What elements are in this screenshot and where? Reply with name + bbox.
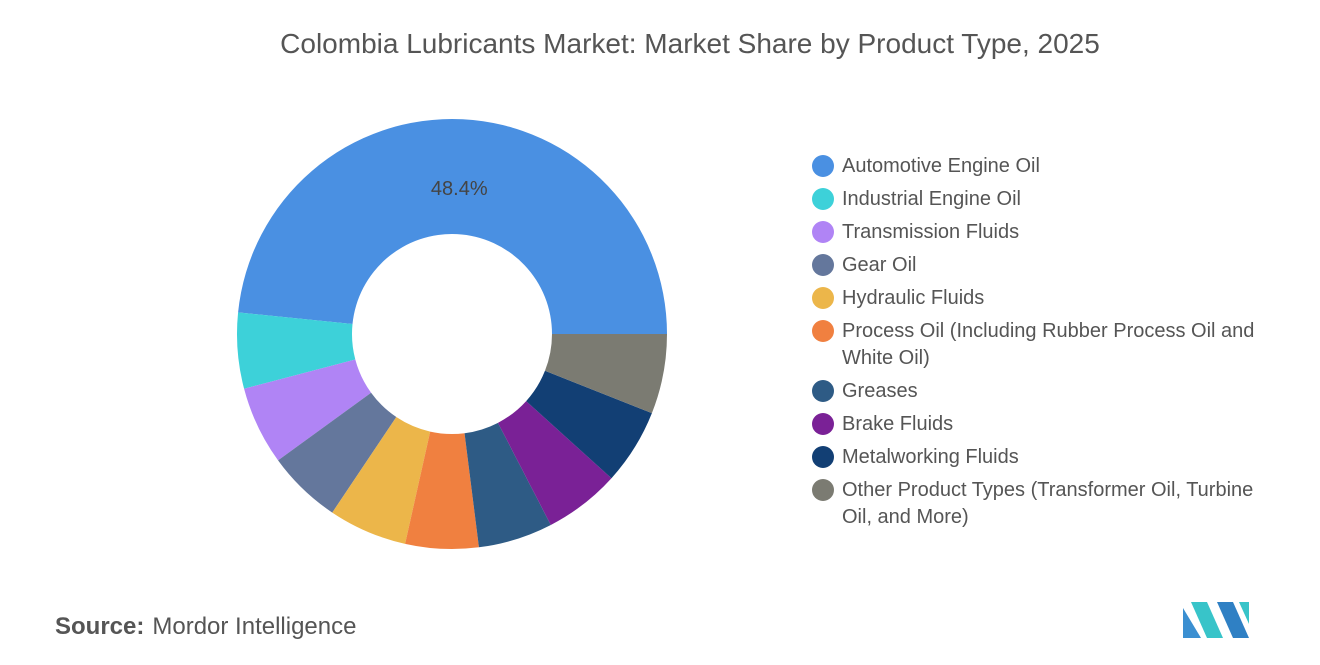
legend-item: Other Product Types (Transformer Oil, Tu… bbox=[812, 477, 1282, 531]
legend-marker bbox=[812, 155, 834, 177]
legend-marker bbox=[812, 320, 834, 342]
legend-item: Hydraulic Fluids bbox=[812, 285, 1282, 312]
legend-label: Transmission Fluids bbox=[842, 221, 1020, 243]
legend-item: Process Oil (Including Rubber Process Oi… bbox=[812, 318, 1282, 372]
donut-slice bbox=[238, 118, 668, 334]
source-label: Source: bbox=[55, 613, 145, 640]
legend-marker bbox=[812, 479, 834, 501]
legend-label: Brake Fluids bbox=[842, 413, 954, 435]
legend-label: Greases bbox=[842, 380, 918, 402]
donut-slice bbox=[544, 334, 667, 414]
legend: Automotive Engine Oil Industrial Engine O… bbox=[812, 153, 1282, 537]
donut-slice bbox=[497, 401, 612, 525]
legend-marker bbox=[812, 221, 834, 243]
source-text: Mordor Intelligence bbox=[152, 613, 357, 640]
legend-label: Hydraulic Fluids bbox=[842, 287, 985, 309]
donut-slice bbox=[405, 431, 479, 549]
donut-slice bbox=[332, 417, 431, 544]
legend-label: Gear Oil bbox=[842, 254, 917, 276]
legend-item: Automotive Engine Oil bbox=[812, 153, 1282, 180]
chart-title: Colombia Lubricants Market: Market Share… bbox=[280, 28, 1100, 59]
donut-slice bbox=[278, 392, 397, 513]
legend-marker bbox=[812, 287, 834, 309]
chart: 48.4% bbox=[237, 118, 668, 549]
legend-label: Automotive Engine Oil bbox=[842, 155, 1040, 177]
legend-label: Other Product Types (Transformer Oil, Tu… bbox=[842, 479, 1254, 528]
donut-slice bbox=[237, 312, 356, 389]
legend-item: Metalworking Fluids bbox=[812, 444, 1282, 471]
legend-marker bbox=[812, 380, 834, 402]
legend-item: Gear Oil bbox=[812, 252, 1282, 279]
legend-marker bbox=[812, 188, 834, 210]
legend-marker bbox=[812, 413, 834, 435]
source: Source: Mordor Intelligence bbox=[55, 613, 356, 641]
donut-slice bbox=[244, 359, 372, 461]
donut-slice bbox=[526, 370, 652, 479]
donut-slice bbox=[464, 422, 551, 548]
logo bbox=[1183, 602, 1249, 638]
data-label: 48.4% bbox=[431, 178, 488, 200]
legend-item: Brake Fluids bbox=[812, 411, 1282, 438]
legend-marker bbox=[812, 446, 834, 468]
legend-label: Metalworking Fluids bbox=[842, 446, 1019, 468]
legend-item: Transmission Fluids bbox=[812, 219, 1282, 246]
legend-label: Industrial Engine Oil bbox=[842, 188, 1021, 210]
legend-marker bbox=[812, 254, 834, 276]
legend-item: Greases bbox=[812, 378, 1282, 405]
legend-item: Industrial Engine Oil bbox=[812, 186, 1282, 213]
legend-label: Process Oil (Including Rubber Process Oi… bbox=[842, 320, 1255, 369]
